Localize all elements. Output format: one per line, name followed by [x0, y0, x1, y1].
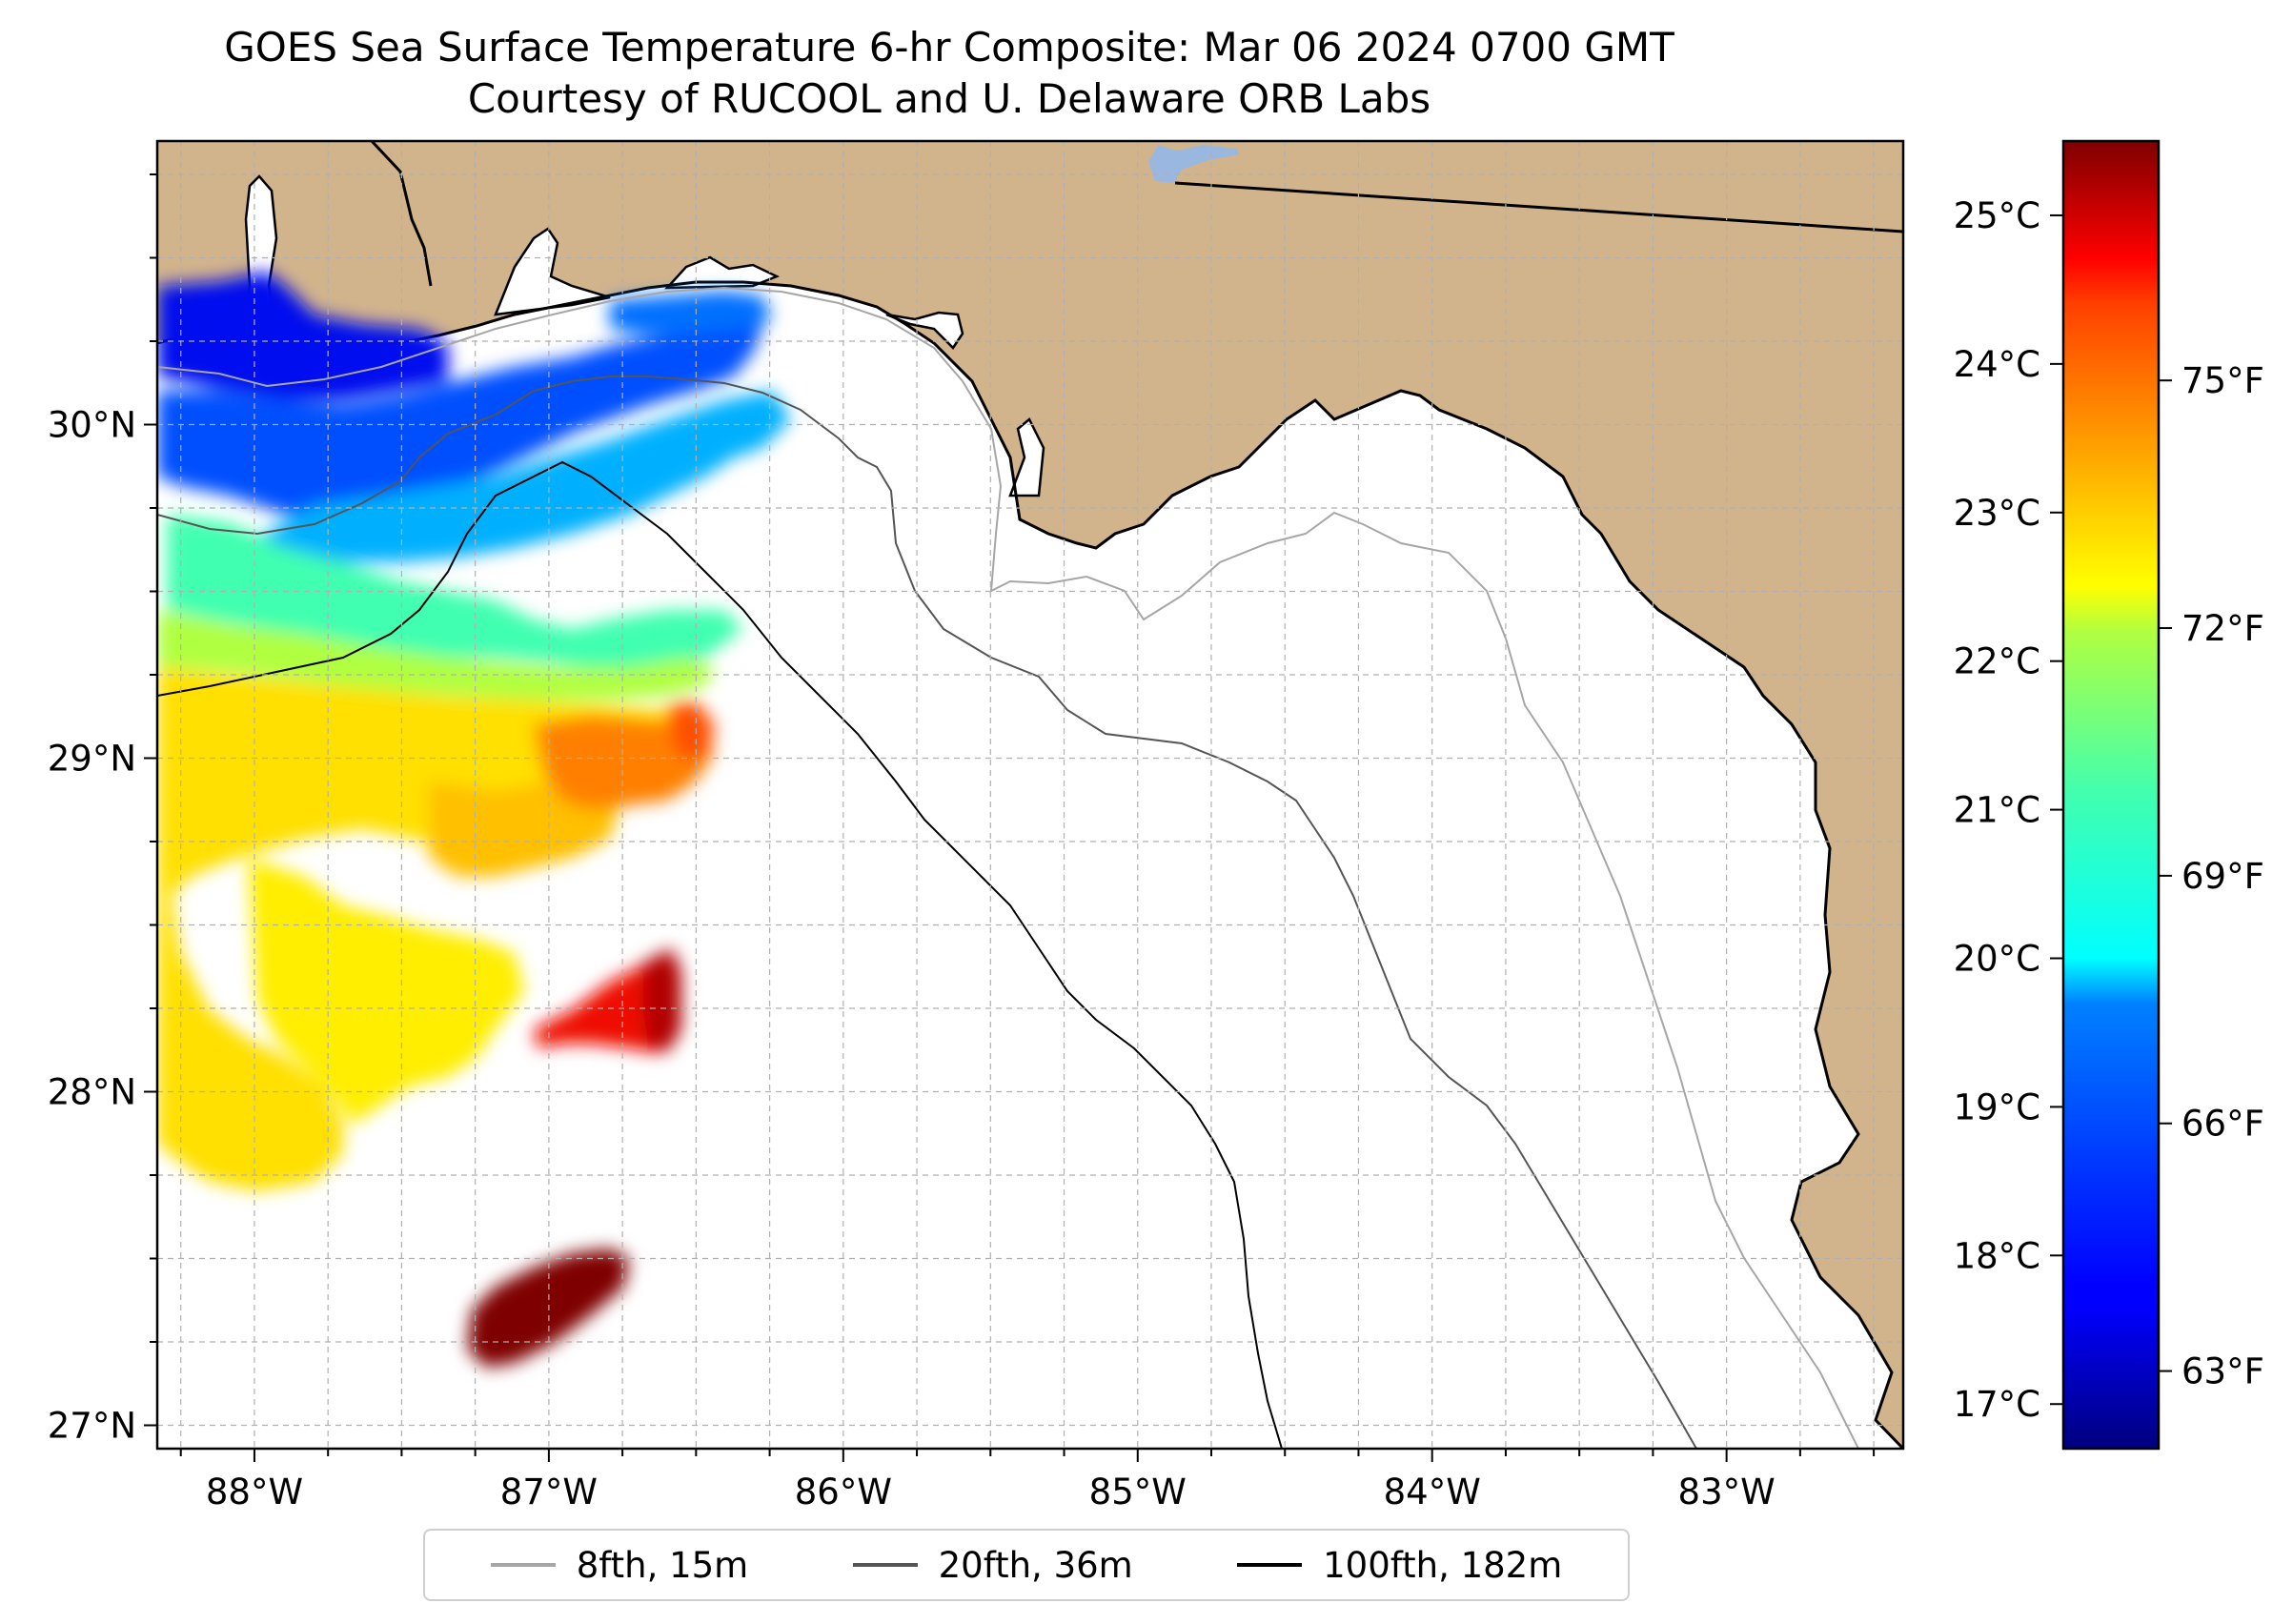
- colorbar-ticks: 17°C 18°C 19°C 20°C 21°C 22°C 23°C 24°C 25°C 63°F…: [1954, 195, 2264, 1425]
- bay-water: [494, 227, 611, 316]
- coastline: [157, 280, 1903, 1449]
- legend-label: 8fth, 15m: [576, 1544, 749, 1586]
- map-frame: [155, 139, 1905, 1451]
- lat-tick-label: 29°N: [48, 739, 136, 780]
- sst-patch: [157, 610, 715, 700]
- lat-tick-label: 30°N: [48, 405, 136, 446]
- land-area: [157, 141, 1903, 1449]
- lake: [1148, 145, 1239, 183]
- celsius-tick-label: 19°C: [1954, 1086, 2040, 1127]
- isobath-20fth: [157, 376, 1697, 1449]
- celsius-tick-label: 18°C: [1954, 1235, 2040, 1276]
- celsius-tick-label: 21°C: [1954, 790, 2040, 831]
- bay-water: [885, 311, 964, 350]
- fahrenheit-tick-label: 69°F: [2181, 856, 2264, 897]
- lat-tick-label: 27°N: [48, 1406, 136, 1447]
- map-title: GOES Sea Surface Temperature 6-hr Compos…: [224, 24, 1674, 71]
- lat-tick-label: 28°N: [48, 1072, 136, 1113]
- colorbar-gradient: [2061, 139, 2161, 1451]
- legend-swatch: [490, 1563, 556, 1567]
- legend-item-100fth: 100fth, 182m: [1237, 1545, 1562, 1586]
- fahrenheit-tick-label: 66°F: [2181, 1104, 2264, 1145]
- celsius-tick-label: 20°C: [1954, 939, 2040, 980]
- lon-tick-label: 85°W: [1089, 1472, 1187, 1512]
- isobath-8fth: [157, 286, 1859, 1449]
- sst-patch: [467, 1248, 629, 1368]
- map-axes: 88°W 87°W 86°W 85°W 84°W 83°W 30°N 29°N 28°N 27°N: [48, 173, 1876, 1512]
- celsius-tick-label: 17°C: [1954, 1384, 2040, 1425]
- state-boundary: [370, 141, 433, 287]
- legend-swatch: [1237, 1563, 1303, 1567]
- colorbar: 17°C 18°C 19°C 20°C 21°C 22°C 23°C 24°C 25°C 63°F…: [1954, 139, 2264, 1451]
- sst-patch: [248, 391, 791, 562]
- sst-patch: [429, 782, 619, 877]
- sst-patch: [167, 515, 743, 672]
- sst-patch: [667, 700, 715, 762]
- sst-patch: [610, 291, 772, 335]
- fahrenheit-tick-label: 72°F: [2181, 608, 2264, 649]
- isobath-legend: 8fth, 15m 20fth, 36m 100fth, 182m: [423, 1529, 1630, 1601]
- bay-water: [1008, 417, 1045, 497]
- legend-label: 20fth, 36m: [938, 1544, 1133, 1586]
- sst-patch: [157, 310, 762, 515]
- celsius-tick-label: 23°C: [1954, 493, 2040, 534]
- lon-tick-label: 84°W: [1384, 1472, 1481, 1512]
- legend-item-8fth: 8fth, 15m: [490, 1544, 749, 1586]
- sst-patch: [643, 948, 681, 1053]
- legend-swatch: [852, 1563, 918, 1567]
- fahrenheit-tick-label: 63°F: [2181, 1351, 2264, 1392]
- celsius-tick-label: 25°C: [1954, 195, 2040, 236]
- lon-tick-label: 83°W: [1678, 1472, 1776, 1512]
- celsius-tick-label: 22°C: [1954, 641, 2040, 682]
- graticule: [157, 141, 1903, 1449]
- lon-tick-label: 86°W: [795, 1472, 892, 1512]
- lon-tick-label: 88°W: [206, 1472, 303, 1512]
- sst-patch: [534, 715, 715, 810]
- legend-item-20fth: 20fth, 36m: [852, 1544, 1133, 1586]
- celsius-tick-label: 24°C: [1954, 344, 2040, 385]
- lon-tick-label: 87°W: [500, 1472, 598, 1512]
- legend-label: 100fth, 182m: [1323, 1544, 1563, 1586]
- map-subtitle: Courtesy of RUCOOL and U. Delaware ORB L…: [467, 75, 1431, 122]
- fahrenheit-tick-label: 75°F: [2181, 360, 2264, 401]
- state-boundary: [1174, 181, 1903, 233]
